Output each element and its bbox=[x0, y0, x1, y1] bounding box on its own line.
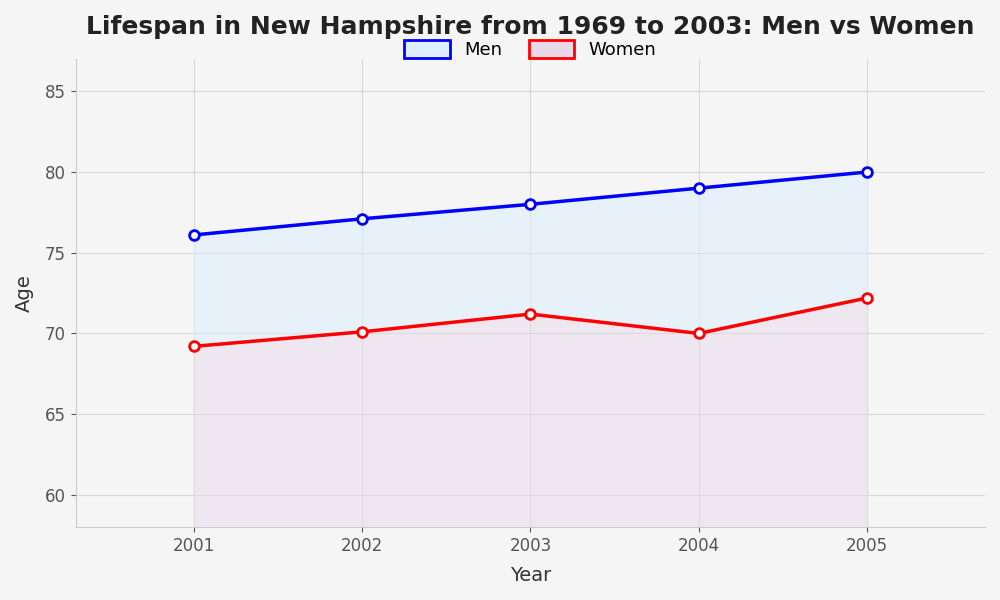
Title: Lifespan in New Hampshire from 1969 to 2003: Men vs Women: Lifespan in New Hampshire from 1969 to 2… bbox=[86, 15, 975, 39]
X-axis label: Year: Year bbox=[510, 566, 551, 585]
Legend: Men, Women: Men, Women bbox=[395, 31, 665, 68]
Y-axis label: Age: Age bbox=[15, 274, 34, 312]
